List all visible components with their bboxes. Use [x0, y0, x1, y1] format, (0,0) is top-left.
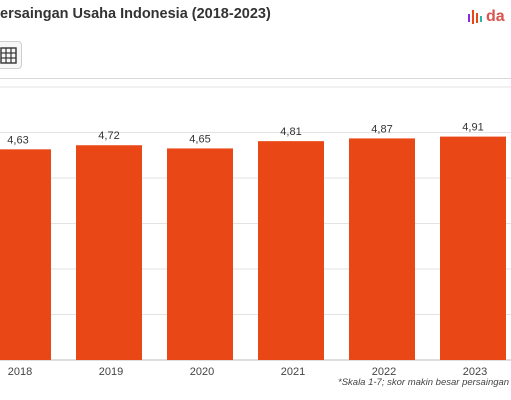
- data-label-2018: 4,63: [7, 134, 28, 146]
- scale-note: *Skala 1-7; skor makin besar persaingan …: [338, 377, 511, 388]
- bar-2023[interactable]: [440, 136, 506, 360]
- x-tick-label-2021: 2021: [281, 366, 305, 378]
- header-divider: [0, 78, 511, 79]
- x-tick-label-2022: 2022: [372, 366, 396, 378]
- data-label-2019: 4,72: [98, 130, 119, 142]
- table-view-button[interactable]: [0, 41, 22, 69]
- bar-2021[interactable]: [258, 141, 324, 360]
- logo-text: da: [486, 8, 505, 25]
- x-tick-label-2020: 2020: [190, 366, 214, 378]
- databoks-bars-icon: [468, 10, 482, 24]
- data-label-2022: 4,87: [371, 123, 392, 135]
- data-label-2020: 4,65: [189, 133, 210, 145]
- bar-2018[interactable]: [0, 149, 51, 360]
- chart-title: ersaingan Usaha Indonesia (2018-2023): [0, 6, 271, 22]
- bar-2022[interactable]: [349, 138, 415, 360]
- x-tick-label-2023: 2023: [463, 366, 487, 378]
- data-label-2023: 4,91: [462, 122, 483, 134]
- x-tick-label-2018: 2018: [8, 366, 32, 378]
- bar-2020[interactable]: [167, 148, 233, 360]
- bar-2019[interactable]: [76, 145, 142, 360]
- table-grid-icon: [0, 47, 17, 64]
- data-label-2021: 4,81: [280, 126, 301, 138]
- bar-chart: 4,63 2018 4,72 2019 4,65 2020 4,81 2021 4,87 2022…: [0, 86, 511, 378]
- x-tick-label-2019: 2019: [99, 366, 123, 378]
- databoks-logo[interactable]: da: [468, 8, 505, 26]
